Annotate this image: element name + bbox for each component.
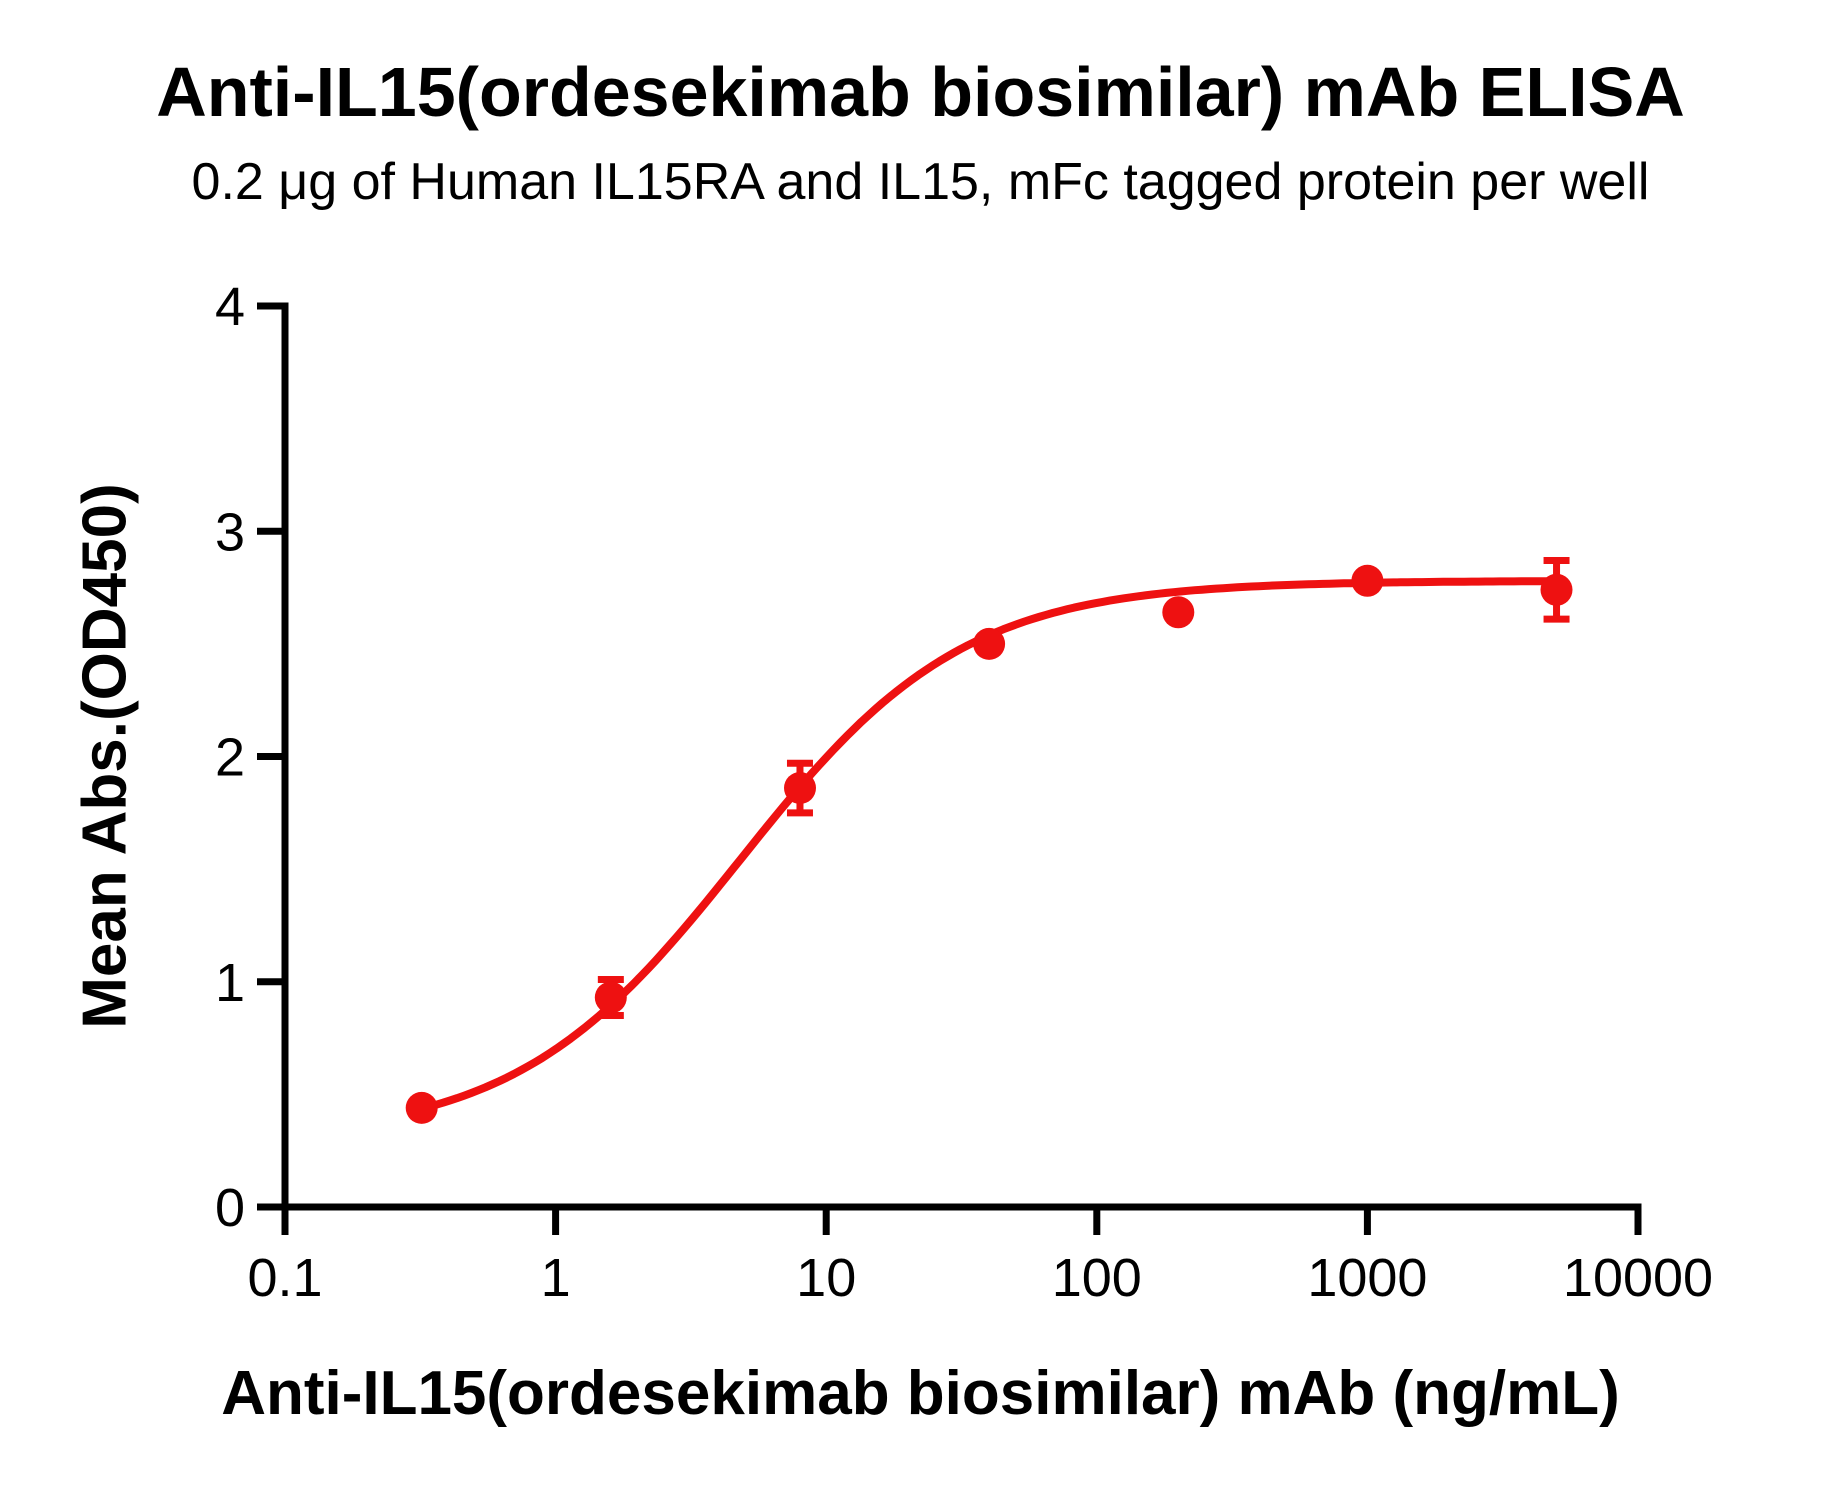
error-bars	[597, 557, 1570, 1020]
x-tick-label: 1000	[1307, 1248, 1427, 1308]
data-points	[405, 564, 1573, 1124]
x-tick-label: 10000	[1563, 1248, 1713, 1308]
x-tick-label: 10	[796, 1248, 856, 1308]
data-point-marker	[1351, 564, 1384, 597]
y-tick-label: 3	[215, 502, 245, 562]
x-tick-label: 100	[1052, 1248, 1142, 1308]
fit-curve	[417, 577, 1561, 1113]
x-axis-label: Anti-IL15(ordesekimab biosimilar) mAb (n…	[221, 1359, 1620, 1428]
dose-response-curve	[417, 577, 1561, 1113]
data-point-marker	[784, 772, 816, 804]
x-tick-label: 1	[541, 1248, 571, 1308]
x-tick-label: 0.1	[247, 1248, 322, 1308]
data-point-marker	[973, 627, 1006, 660]
data-point-marker	[405, 1091, 438, 1124]
axes	[257, 302, 1642, 1235]
data-point-marker	[1162, 596, 1195, 629]
chart-subtitle: 0.2 μg of Human IL15RA and IL15, mFc tag…	[191, 153, 1650, 211]
chart-title: Anti-IL15(ordesekimab biosimilar) mAb EL…	[156, 53, 1685, 131]
y-tick-label: 4	[215, 277, 245, 337]
tick-labels: 0 1 2 3 4 0.1 1 10 100 1000 10000	[215, 277, 1713, 1308]
y-tick-label: 2	[215, 728, 245, 788]
y-tick-label: 1	[215, 953, 245, 1013]
data-point-marker	[594, 981, 627, 1014]
y-tick-label: 0	[215, 1178, 245, 1238]
data-point-marker	[1540, 573, 1573, 606]
